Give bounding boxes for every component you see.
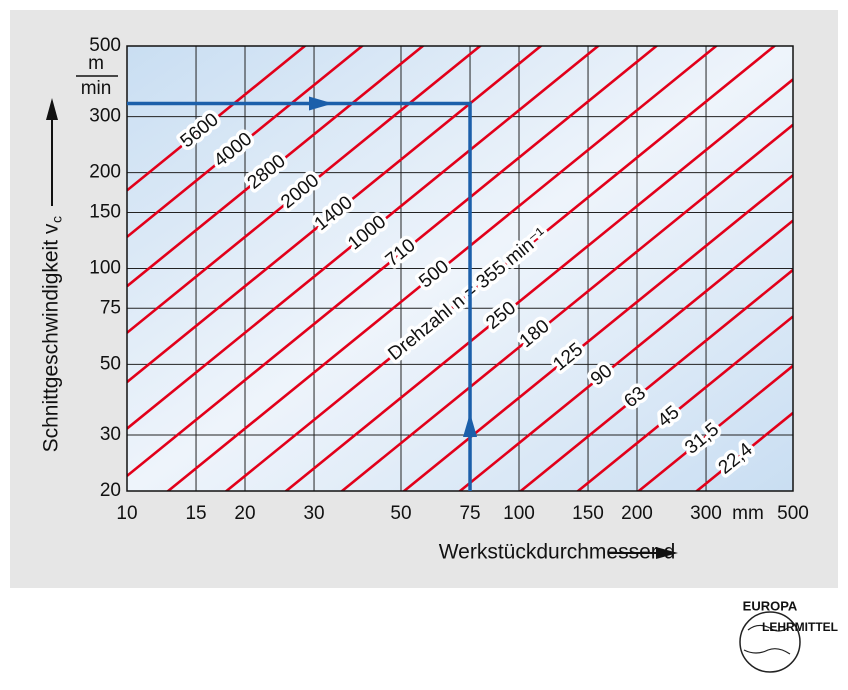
speed-line xyxy=(224,46,777,491)
y-tick-label: 300 xyxy=(89,106,121,127)
example-path xyxy=(127,101,472,491)
speed-line xyxy=(457,219,793,491)
speed-line xyxy=(636,364,793,491)
speed-line xyxy=(127,46,601,430)
y-axis-title-group: Schnittgeschwindigkeit v c xyxy=(40,98,65,452)
y-tick-label: 50 xyxy=(100,353,121,374)
example-arrow xyxy=(463,413,478,437)
x-tick-label: 100 xyxy=(503,503,535,524)
x-tick-label: 150 xyxy=(572,503,604,524)
speed-line xyxy=(127,46,425,288)
logo-map xyxy=(743,624,791,655)
speed-line xyxy=(127,46,659,477)
x-tick-label: 30 xyxy=(303,503,324,524)
x-axis-title: Werkstückdurchmesser d xyxy=(439,541,676,564)
x-tick-label: 15 xyxy=(185,503,206,524)
speed-line xyxy=(339,123,793,491)
x-unit: mm xyxy=(732,503,764,524)
speed-line xyxy=(127,46,483,334)
example-arrow xyxy=(309,96,333,111)
speed-line xyxy=(518,268,793,491)
speed-line xyxy=(166,46,719,491)
y-unit-num: m xyxy=(88,53,104,74)
x-arrow-head xyxy=(656,547,678,559)
speed-line xyxy=(127,46,365,238)
y-tick-label: 200 xyxy=(89,162,121,183)
y-tick-label: 100 xyxy=(89,258,121,279)
speed-line xyxy=(402,174,793,491)
y-tick-label: 150 xyxy=(89,201,121,222)
logo: EUROPA LEHRMITTEL xyxy=(739,598,838,673)
y-tick-label: 20 xyxy=(100,480,121,501)
plot-frame xyxy=(126,45,794,492)
speed-line xyxy=(127,46,307,192)
y-axis-title-sub: c xyxy=(49,216,65,223)
x-tick-label: 75 xyxy=(459,503,480,524)
speed-line xyxy=(127,46,543,384)
y-axis-title: Schnittgeschwindigkeit v xyxy=(40,223,63,452)
speed-line xyxy=(284,78,793,491)
y-tick-label: 500 xyxy=(89,35,121,56)
logo-globe xyxy=(739,611,801,673)
y-tick-label: 30 xyxy=(100,424,121,445)
x-tick-label: 500 xyxy=(777,503,809,524)
x-tick-label: 20 xyxy=(234,503,255,524)
y-arrow-head xyxy=(46,98,58,120)
logo-bottom: LEHRMITTEL xyxy=(762,620,838,634)
y-unit-den: min xyxy=(81,78,112,99)
logo-top: EUROPA xyxy=(743,598,798,613)
x-tick-label: 300 xyxy=(690,503,722,524)
x-tick-label: 200 xyxy=(621,503,653,524)
speed-line xyxy=(576,315,793,491)
x-tick-label: 10 xyxy=(116,503,137,524)
x-tick-label: 50 xyxy=(390,503,411,524)
y-tick-label: 75 xyxy=(100,297,121,318)
